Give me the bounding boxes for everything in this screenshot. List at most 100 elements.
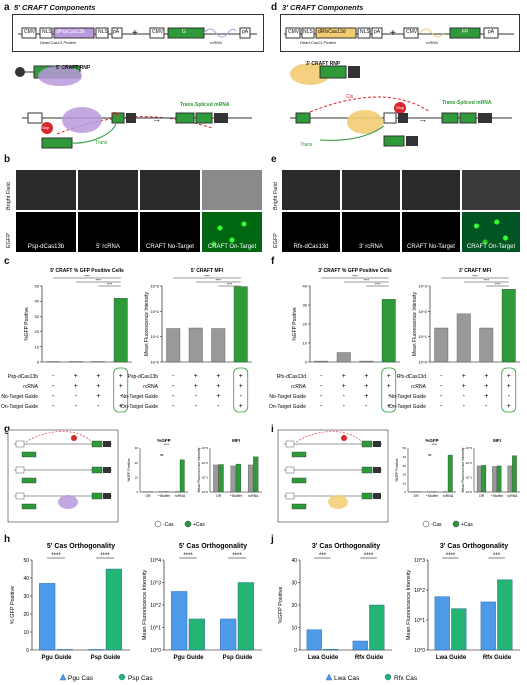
e-bf-1 <box>282 170 340 210</box>
e-bf-2 <box>342 170 400 210</box>
a-cmv2-label: CMV <box>152 29 164 35</box>
f-tbl-gfp-sym-1-3: + <box>387 383 391 390</box>
g-cas-blob <box>58 495 78 509</box>
c-mfi-ytick-label-0: 10^0 <box>150 360 159 365</box>
h-gfp-xtick-0: Pgu Guide <box>42 655 73 661</box>
h-legend-1: Pgu Cas <box>68 675 94 682</box>
c-gfp-ytick-label-4: 40 <box>35 299 40 304</box>
d-rnp-label: 3' CRAFT RNP <box>306 61 341 67</box>
g-mfi-bar-0-1 <box>218 464 224 493</box>
c-gfp-sig-2: **** <box>107 283 113 287</box>
j-gfp-ytick-label-4: 40 <box>291 558 297 564</box>
i-mfi-ytick-3: 10^3 <box>466 446 473 450</box>
panel-d-construct-svg: + <box>284 27 514 39</box>
e-row-egfp: EGFP <box>273 233 279 248</box>
f-mfi-ytick-label-0: 10^0 <box>418 360 427 365</box>
panel-f-letter: f <box>271 256 275 267</box>
c-mfi-ytick-label-1: 10^1 <box>150 334 159 339</box>
g-mfi-ylabel: Mean Fluorescence Intensity <box>197 447 201 492</box>
f-tbl-gfp-sym-2-3: - <box>388 393 391 400</box>
i-mfi-ytick-2: 10^2 <box>466 461 473 465</box>
g-mfi-xtick-2: rcRNA <box>248 494 259 498</box>
c-tbl-gfp-sym-0-3: + <box>119 373 123 380</box>
a-dead-cas-caption: Dead Cas13 Protein <box>40 40 77 45</box>
c-tbl-gfp-sym-3-2: - <box>97 403 100 410</box>
a-result-label: Trans-Spliced mRNA <box>180 102 230 108</box>
j-mfi-ytick-label-1: 10^1 <box>414 618 425 624</box>
g-fp-0 <box>91 440 103 448</box>
a-g-label: G <box>182 29 186 35</box>
c-mfi-title: 5' CRAFT MFI <box>191 268 224 274</box>
g-legend-plus-swatch <box>184 520 192 528</box>
h-gfp-ytick-label-2: 20 <box>23 612 29 618</box>
h-gfp-ytick-label-1: 10 <box>23 630 29 636</box>
svg-text:→: → <box>418 114 427 124</box>
j-gfp-ytick-label-0: 0 <box>294 648 297 654</box>
i-mfi-ylabel: Mean Fluorescence Intensity <box>461 447 465 492</box>
i-pa-2 <box>373 493 381 499</box>
d-protein-label: dRfxCas13d <box>318 29 346 35</box>
g-gfp-xtick-1: +Stuffer <box>158 494 171 498</box>
j-legend-1: Lwa Cas <box>334 675 360 682</box>
h-mfi-bar-1-1 <box>237 582 254 651</box>
c-tbl-mfi-sym-3-0: - <box>172 403 175 410</box>
j-mfi-ylabel: Mean Fluorescence Intensity <box>406 570 412 641</box>
c-row-label-b-1: rcRNA <box>143 384 158 390</box>
f-tbl-mfi-sym-2-3: - <box>508 393 511 400</box>
f-tbl-gfp-highlight <box>381 367 397 413</box>
a-pa2-label: pA <box>242 29 249 35</box>
c-mfi-bar-1 <box>188 327 203 363</box>
c-tbl-gfp-sym-1-1: + <box>74 383 78 390</box>
c-gfp-ytick-label-5: 50 <box>35 284 40 289</box>
panel-b-letter: b <box>4 154 11 165</box>
j-mfi-xtick-0: Lwa Guide <box>436 655 467 661</box>
h-gfp-ytick-label-3: 30 <box>23 594 29 600</box>
j-gfp-bar-1-1 <box>369 604 385 651</box>
j-mfi-bar-0-0 <box>434 596 450 651</box>
j-gfp-sig-1: **** <box>364 553 374 559</box>
c-tbl-gfp-sym-2-2: + <box>96 393 100 400</box>
f-tbl-mfi-sym-1-3: + <box>507 383 511 390</box>
f-row-label-1: rcRNA <box>291 384 306 390</box>
d-cmv2-label: CMV <box>406 29 418 35</box>
c-tbl-gfp-sym-0-2: + <box>96 373 100 380</box>
j-gfp-ylabel: %GFP Positive <box>278 587 284 624</box>
i-mfi-bar-0-0 <box>476 465 482 493</box>
g-gfp-ytick-1: 10 <box>135 476 139 480</box>
c-tbl-mfi-sym-0-0: - <box>172 373 175 380</box>
c-tbl-gfp-sym-2-0: - <box>52 393 55 400</box>
g-gfp-bar-2-1 <box>179 459 185 493</box>
g-pa-0 <box>103 441 111 447</box>
panel-c-letter: c <box>4 256 10 267</box>
f-mfi-sig-1: **** <box>484 279 490 283</box>
d-dead-cas-caption: Dead Cas13 Protein <box>300 40 337 45</box>
j-mfi-ytick-label-3: 10^3 <box>414 558 425 564</box>
h-mfi-bar-1-0 <box>220 618 237 651</box>
i-mfi-bar-2-1 <box>512 455 517 493</box>
g-mfi-xtick-1: +Stuffer <box>230 494 243 498</box>
c-tbl-gfp-sym-3-0: - <box>52 403 55 410</box>
i-legend-plus-swatch <box>452 520 460 528</box>
f-tbl-gfp-sym-3-0: - <box>320 403 323 410</box>
b-egfp-4: CRAFT On-Target <box>202 212 262 252</box>
c-row-label-b-2: No-Target Guide <box>121 394 158 400</box>
f-tbl-mfi-sym-3-1: - <box>463 403 466 410</box>
d-pa2-label: pA <box>488 29 495 35</box>
i-gfp-xtick-2: rcRNA <box>443 494 454 498</box>
g-gfp-ytick-3: 30 <box>135 446 139 450</box>
c-mfi-sig-0: **** <box>204 275 210 279</box>
i-mfi-xtick-1: +Stuffer <box>491 494 504 498</box>
i-gfp-xtick-0: OR <box>413 494 419 498</box>
i-guide-0 <box>291 451 307 458</box>
panel-a-components-box <box>12 14 264 52</box>
g-mfi-bar-1-0 <box>230 465 236 493</box>
f-row-label-b-1: rcRNA <box>411 384 426 390</box>
e-cell-label-2: 3' rcRNA <box>359 244 383 250</box>
c-tbl-mfi-sym-0-3: + <box>239 373 243 380</box>
f-mfi-bar-1 <box>456 313 471 363</box>
g-guide-1 <box>21 477 37 484</box>
g-gfp-xtick-0: OR <box>145 494 151 498</box>
i-gfp-ytick-2: 20 <box>403 473 407 477</box>
e-egfp-4: CRAFT On-Target <box>462 212 520 252</box>
